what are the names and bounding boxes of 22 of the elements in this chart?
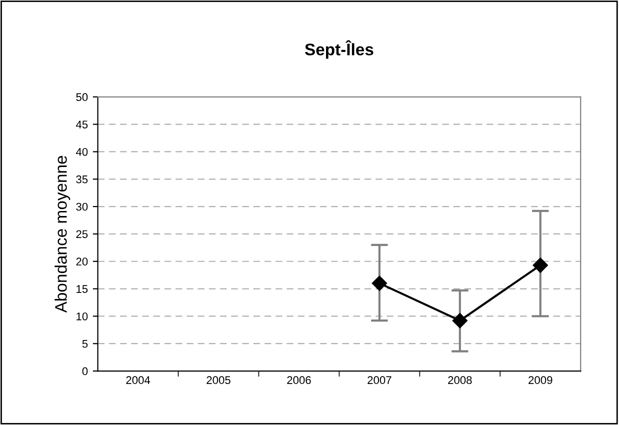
x-tick-label: 2004: [126, 376, 150, 384]
chart-title: Sept-Îles: [304, 40, 374, 59]
y-tick-label: 35: [76, 175, 88, 184]
x-tick-label: 2007: [368, 376, 392, 384]
y-tick-label: 45: [76, 120, 88, 128]
y-tick-label: 15: [76, 285, 88, 293]
y-tick-label: 10: [76, 312, 88, 320]
y-tick-label: 25: [76, 230, 88, 238]
y-tick-label: 50: [76, 93, 88, 102]
y-tick-label: 40: [76, 148, 88, 156]
point: [452, 313, 468, 328]
y-tick-label: 0: [82, 367, 88, 376]
point: [372, 276, 388, 291]
x-tick-label: 2008: [448, 376, 472, 384]
y-tick-label: 20: [76, 258, 88, 266]
y-axis-title: Abondance moyenne: [54, 156, 70, 313]
x-tick-label: 2006: [287, 376, 311, 384]
y-tick-label: 5: [82, 340, 88, 348]
x-tick-label: 2009: [528, 376, 552, 384]
point: [532, 258, 548, 273]
x-tick-label: 2005: [206, 376, 230, 384]
y-tick-label: 30: [76, 202, 88, 211]
